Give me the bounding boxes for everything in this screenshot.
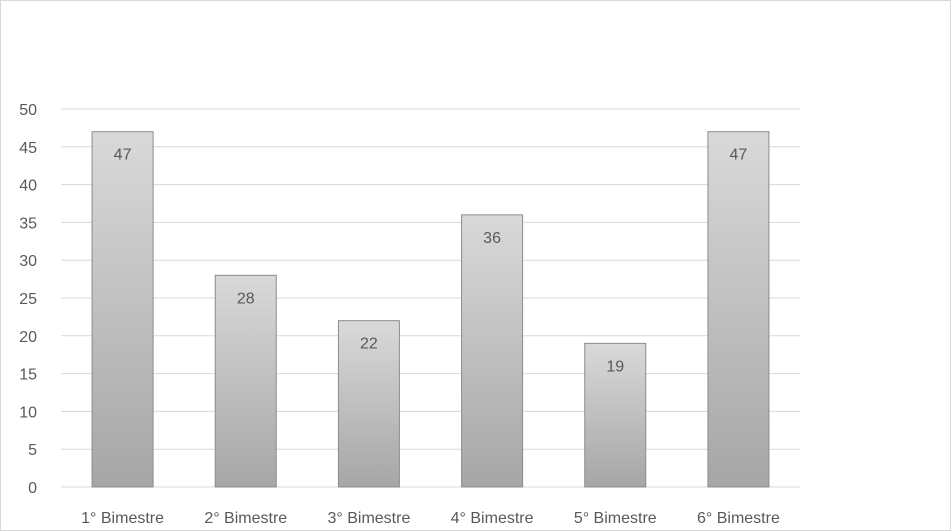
y-axis-ticks: 0 5 10 15 20 25 30 35 40 45 50 — [19, 102, 37, 497]
data-label-1: 47 — [114, 147, 132, 164]
x-tick-label-1: 1° Bimestre — [81, 510, 164, 527]
y-tick-label: 45 — [19, 140, 37, 157]
data-label-5: 19 — [606, 358, 624, 375]
bar-1 — [91, 131, 154, 488]
bar-5 — [584, 342, 647, 488]
data-label-2: 28 — [237, 290, 255, 307]
bar-6 — [707, 131, 770, 488]
y-tick-label: 40 — [19, 178, 37, 195]
data-label-3: 22 — [360, 336, 378, 353]
bar-4 — [461, 214, 524, 488]
y-tick-label: 10 — [19, 404, 37, 421]
bars — [91, 131, 770, 488]
y-tick-label: 5 — [28, 442, 37, 459]
y-tick-label: 0 — [28, 480, 37, 497]
y-tick-label: 15 — [19, 367, 37, 384]
y-tick-label: 30 — [19, 253, 37, 270]
x-tick-label-2: 2° Bimestre — [204, 510, 287, 527]
data-label-6: 47 — [730, 147, 748, 164]
x-tick-label-3: 3° Bimestre — [327, 510, 410, 527]
x-axis-ticks: 1° Bimestre 2° Bimestre 3° Bimestre 4° Bime… — [81, 510, 780, 527]
y-tick-label: 20 — [19, 329, 37, 346]
y-tick-label: 25 — [19, 291, 37, 308]
data-labels: 47 28 22 36 19 47 — [114, 147, 748, 376]
x-tick-label-4: 4° Bimestre — [451, 510, 534, 527]
bar-3 — [337, 320, 400, 488]
y-tick-label: 50 — [19, 102, 37, 119]
bar-2 — [214, 274, 277, 488]
x-tick-label-5: 5° Bimestre — [574, 510, 657, 527]
y-tick-label: 35 — [19, 215, 37, 232]
gridlines — [61, 108, 800, 488]
data-label-4: 36 — [483, 230, 501, 247]
x-tick-label-6: 6° Bimestre — [697, 510, 780, 527]
